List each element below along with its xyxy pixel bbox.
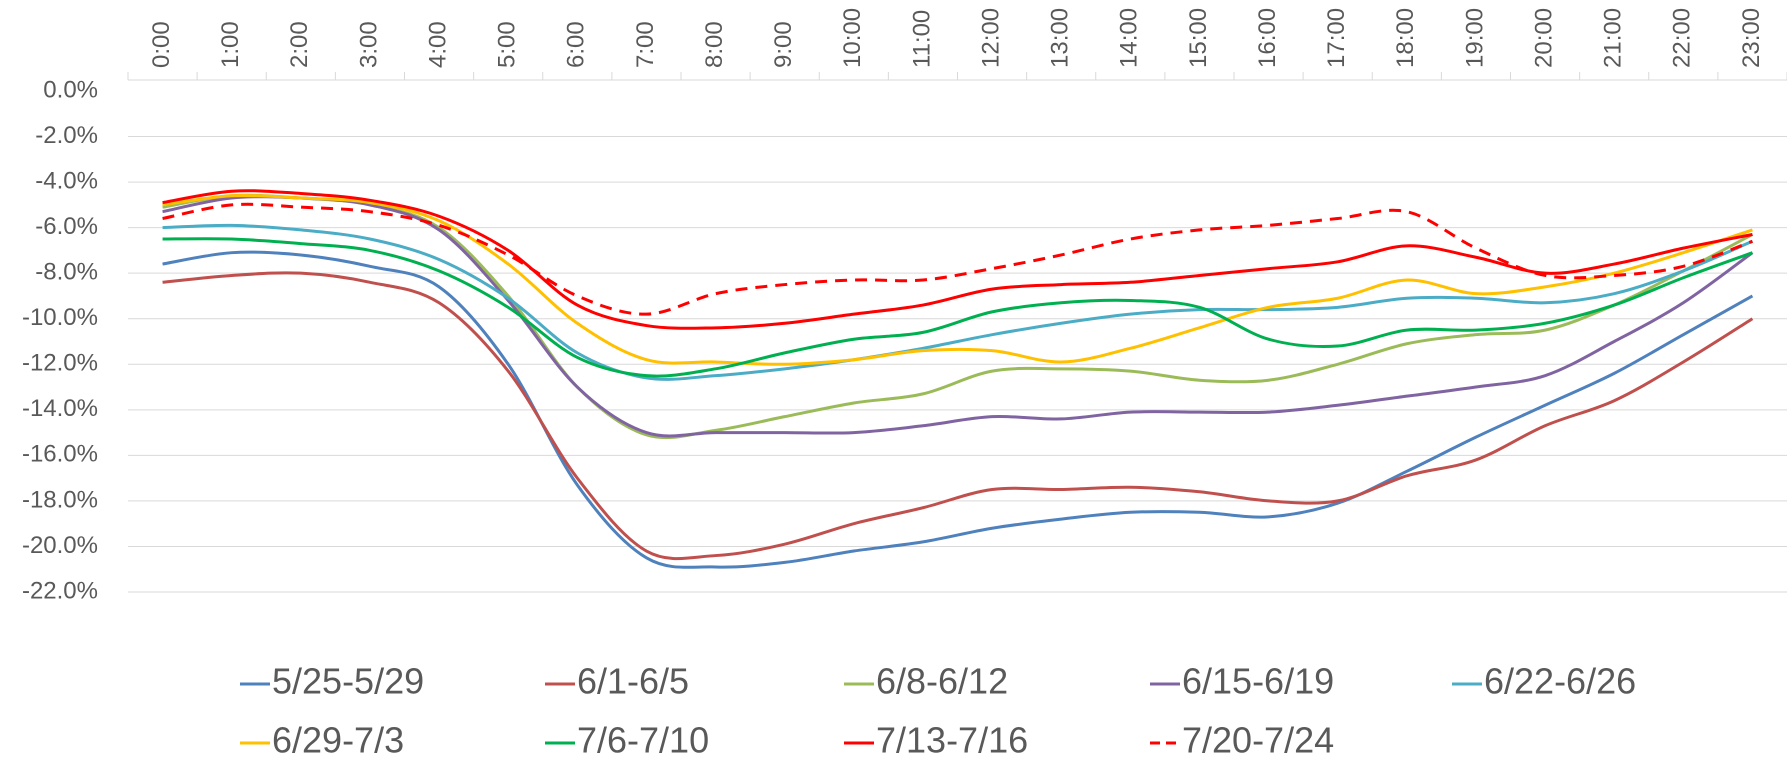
x-tick-label: 4:00	[424, 21, 451, 68]
x-tick-label: 14:00	[1116, 8, 1143, 68]
x-tick-label: 22:00	[1669, 8, 1696, 68]
x-tick-label: 15:00	[1185, 8, 1212, 68]
y-tick-label: -8.0%	[35, 259, 98, 286]
x-tick-label: 5:00	[494, 21, 521, 68]
x-tick-label: 3:00	[355, 21, 382, 68]
y-tick-label: -12.0%	[22, 350, 98, 377]
x-tick-label: 2:00	[286, 21, 313, 68]
x-tick-label: 16:00	[1254, 8, 1281, 68]
x-tick-label: 1:00	[217, 21, 244, 68]
legend-label: 7/13-7/16	[876, 720, 1028, 761]
y-tick-label: -14.0%	[22, 395, 98, 422]
series-line	[162, 193, 1753, 366]
series-line	[162, 195, 1754, 438]
x-tick-label: 8:00	[701, 21, 728, 68]
y-tick-label: -2.0%	[35, 122, 98, 149]
y-tick-label: -18.0%	[22, 486, 98, 513]
x-tick-label: 6:00	[563, 21, 590, 68]
x-tick-label: 9:00	[770, 21, 797, 68]
series-line	[162, 223, 1754, 381]
x-tick-label: 19:00	[1461, 8, 1488, 68]
legend-label: 7/6-7/10	[577, 720, 709, 761]
legend-label: 6/8-6/12	[876, 661, 1008, 702]
legend-label: 6/15-6/19	[1182, 661, 1334, 702]
y-tick-label: -16.0%	[22, 441, 98, 468]
y-tick-label: 0.0%	[43, 76, 98, 103]
legend-label: 6/29-7/3	[272, 720, 404, 761]
series-line	[162, 271, 1754, 561]
x-tick-label: 7:00	[632, 21, 659, 68]
x-tick-label: 11:00	[908, 10, 935, 68]
legend-label: 6/22-6/26	[1484, 661, 1636, 702]
x-tick-label: 13:00	[1047, 8, 1074, 68]
x-tick-label: 17:00	[1323, 8, 1350, 68]
x-tick-label: 10:00	[839, 8, 866, 68]
y-tick-label: -10.0%	[22, 304, 98, 331]
series-line	[162, 237, 1753, 378]
legend-label: 7/20-7/24	[1182, 720, 1334, 761]
legend-label: 5/25-5/29	[272, 661, 424, 702]
x-tick-label: 0:00	[148, 21, 175, 68]
series-line	[162, 250, 1754, 569]
y-tick-label: -20.0%	[22, 532, 98, 559]
x-tick-label: 18:00	[1392, 8, 1419, 68]
series-line	[162, 202, 1753, 316]
x-tick-label: 23:00	[1738, 8, 1765, 68]
y-tick-label: -22.0%	[22, 577, 98, 604]
legend-label: 6/1-6/5	[577, 661, 689, 702]
series-line	[162, 189, 1753, 330]
y-tick-label: -6.0%	[35, 213, 98, 240]
y-tick-label: -4.0%	[35, 167, 98, 194]
x-tick-label: 21:00	[1600, 8, 1627, 68]
series-line	[162, 193, 1754, 440]
x-tick-label: 12:00	[977, 8, 1004, 68]
x-tick-label: 20:00	[1530, 8, 1557, 68]
